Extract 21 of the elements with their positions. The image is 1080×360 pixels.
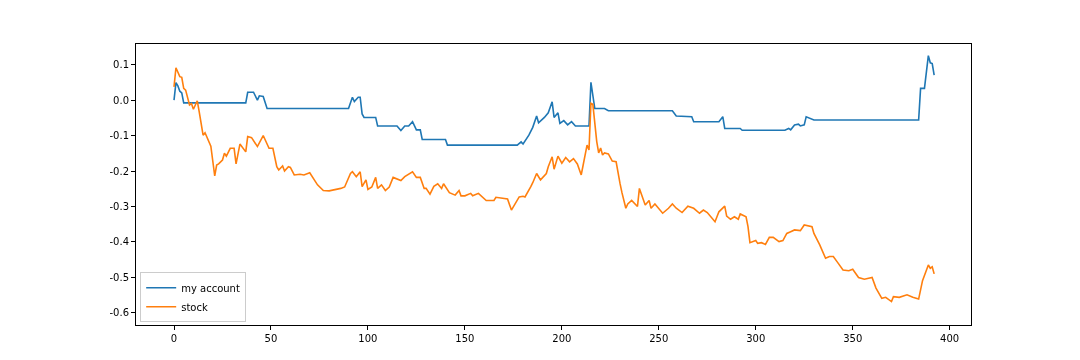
legend-label: my account xyxy=(181,282,240,294)
line-series xyxy=(173,54,935,146)
y-tick-label: -0.4 xyxy=(109,236,129,248)
y-tick-label: -0.5 xyxy=(109,271,129,283)
x-tick-label: 150 xyxy=(455,333,475,344)
y-tick-label: -0.6 xyxy=(109,307,129,319)
x-tick-label: 300 xyxy=(746,333,766,344)
y-tick-label: -0.2 xyxy=(109,165,129,177)
x-tick-label: 200 xyxy=(552,333,572,344)
x-tick-label: 250 xyxy=(649,333,669,344)
y-tick-label: 0.1 xyxy=(113,59,129,71)
y-tick-label: -0.1 xyxy=(109,130,129,142)
line-series xyxy=(173,66,935,303)
legend-label: stock xyxy=(181,301,208,313)
x-tick-label: 0 xyxy=(170,333,178,344)
x-tick-label: 100 xyxy=(358,333,378,344)
x-tick-label: 50 xyxy=(264,333,278,344)
x-tick-label: 350 xyxy=(843,333,863,344)
x-tick-label: 400 xyxy=(940,333,960,344)
y-tick-label: 0.0 xyxy=(113,94,129,106)
y-tick-label: -0.3 xyxy=(109,201,129,212)
